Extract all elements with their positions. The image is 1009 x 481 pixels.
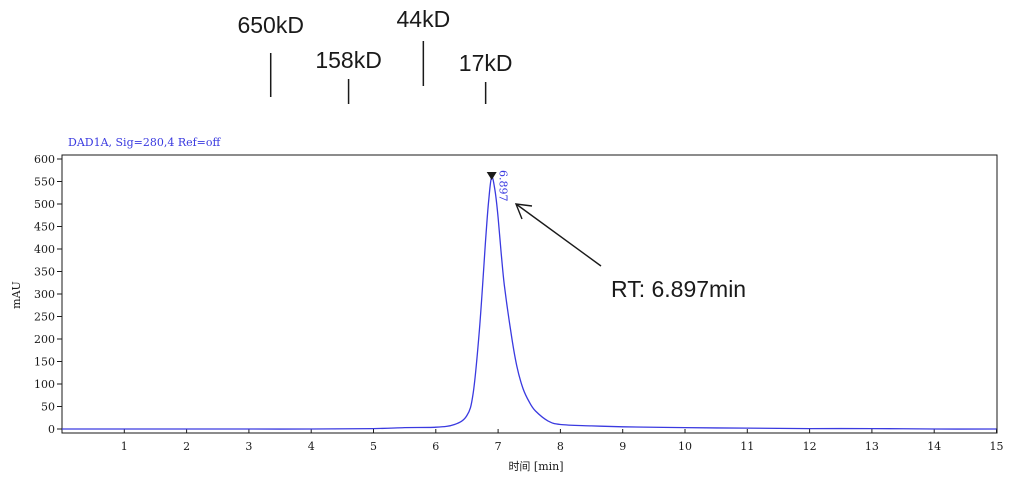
x-tick-label: 9 — [619, 440, 626, 453]
x-tick-label: 2 — [183, 440, 190, 453]
x-tick-label: 7 — [495, 440, 502, 453]
x-tick-label: 14 — [927, 440, 941, 453]
x-tick-label: 1 — [121, 440, 128, 453]
x-tick-label: 13 — [865, 440, 879, 453]
chromatogram-trace — [61, 176, 997, 430]
signal-label: DAD1A, Sig=280,4 Ref=off — [68, 136, 222, 149]
y-tick-label: 200 — [34, 333, 55, 346]
y-tick-label: 250 — [34, 311, 55, 324]
mw-marker-label: 650kD — [237, 12, 303, 38]
annotation-arrow-line — [515, 203, 602, 267]
y-tick-label: 450 — [34, 221, 55, 234]
x-tick-label: 11 — [740, 440, 754, 453]
x-tick-label: 5 — [370, 440, 377, 453]
x-tick-label: 10 — [678, 440, 692, 453]
x-tick-label: 8 — [557, 440, 564, 453]
y-tick-label: 300 — [34, 288, 55, 301]
x-axis-label: 时间 [min] — [508, 460, 563, 473]
x-tick-label: 4 — [308, 440, 315, 453]
peak-retention-label: 6.897 — [497, 170, 510, 202]
x-tick-label: 3 — [245, 440, 252, 453]
x-tick-label: 6 — [432, 440, 439, 453]
mw-marker-label: 44kD — [396, 6, 450, 32]
y-axis-label: mAU — [10, 281, 23, 309]
y-tick-label: 550 — [34, 176, 55, 189]
peak-marker — [486, 172, 497, 180]
y-tick-label: 50 — [41, 401, 55, 414]
y-tick-label: 400 — [34, 243, 55, 256]
mw-marker-label: 158kD — [315, 47, 381, 73]
y-tick-label: 150 — [34, 356, 55, 369]
retention-time-annotation: RT: 6.897min — [611, 276, 746, 302]
y-tick-label: 100 — [34, 378, 55, 391]
y-tick-label: 350 — [34, 266, 55, 279]
x-tick-label: 15 — [990, 440, 1004, 453]
y-tick-label: 500 — [34, 198, 55, 211]
annotation-arrow-head — [514, 203, 533, 220]
x-tick-label: 12 — [803, 440, 817, 453]
mw-marker-label: 17kD — [459, 50, 513, 76]
y-tick-label: 0 — [48, 423, 55, 436]
plot-frame — [61, 154, 998, 434]
y-tick-label: 600 — [34, 153, 55, 166]
